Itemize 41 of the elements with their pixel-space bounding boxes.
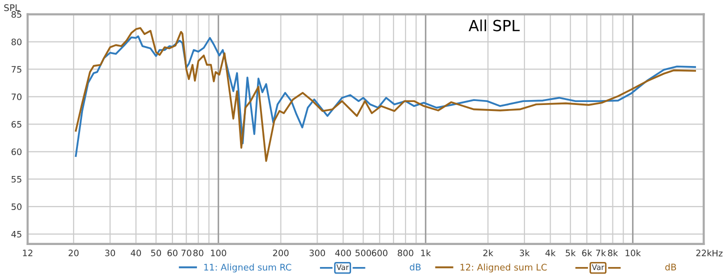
legend-label: 12: Aligned sum LC (460, 264, 547, 272)
x-tick-label: 6k (582, 249, 592, 256)
x-tick-label: 70 (181, 250, 192, 256)
x-tick-label: 600 (372, 250, 388, 256)
text: dB (665, 264, 676, 270)
x-tick-label: 10k (626, 249, 641, 256)
y-tick-label: 50 (12, 203, 22, 210)
text: dB (410, 264, 421, 270)
x-tick-label: 30 (105, 250, 116, 256)
x-tick-label: 4k (545, 249, 556, 256)
y-tick-label: 80 (12, 38, 22, 46)
x-tick-label: 80 (193, 250, 204, 256)
x-tick-label: 40 (130, 250, 141, 256)
x-tick-label: 2k (483, 249, 494, 256)
x-tick-label: 500 (356, 250, 371, 256)
x-tick-label: 400 (335, 250, 351, 256)
x-axis-title: Hz (712, 250, 723, 256)
y-tick-label: 55 (12, 176, 22, 183)
x-tick-label: 5k (566, 249, 576, 256)
chart-title: All SPL (468, 20, 520, 32)
x-tick-label: 200 (273, 250, 289, 256)
x-tick-label: 60 (167, 250, 178, 256)
x-tick-label: 50 (151, 250, 162, 256)
y-tick-label: 45 (11, 230, 22, 238)
x-tick-label: 22k (696, 249, 712, 256)
y-tick-label: 75 (12, 66, 22, 73)
x-tick-label: 800 (398, 250, 414, 256)
x-tick-label: 7k (596, 249, 606, 256)
legend-label: 11: Aligned sum RC (204, 264, 292, 272)
x-tick-label: 1k (421, 249, 431, 256)
y-tick-label: 70 (12, 94, 22, 100)
y-tick-label: 85 (12, 11, 22, 18)
x-tick-label: 3k (520, 249, 530, 256)
x-tick-label: 100 (211, 250, 226, 256)
x-tick-label: 300 (310, 250, 326, 256)
y-axis-title: SPL (4, 4, 20, 12)
x-tick-label: 8k (608, 249, 618, 256)
y-tick-label: 65 (12, 121, 22, 128)
y-tick-label: 60 (12, 148, 22, 156)
x-tick-label: 12 (23, 250, 32, 256)
x-tick-label: 20 (68, 250, 79, 256)
